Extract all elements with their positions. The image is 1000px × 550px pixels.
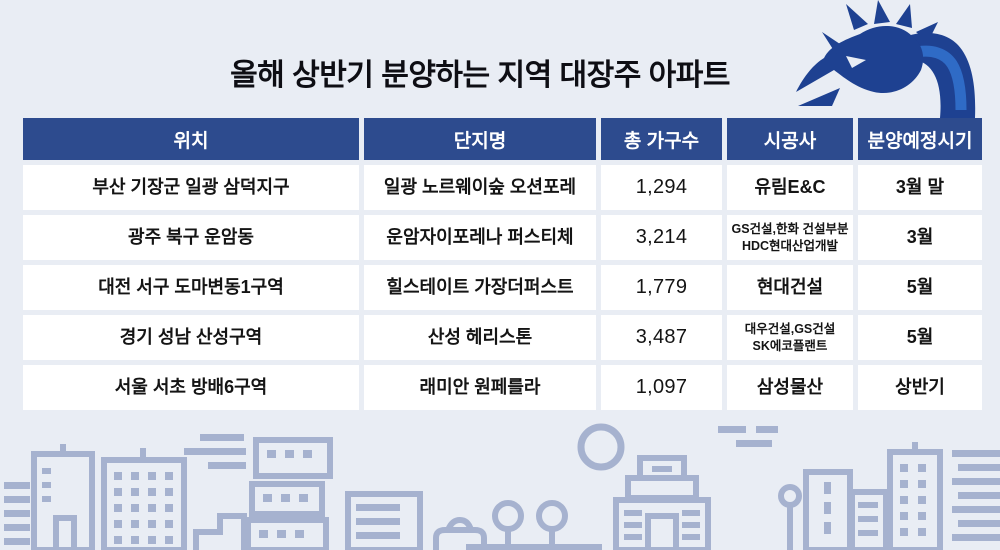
col-header-builder: 시공사 <box>727 118 853 160</box>
cell-builder: 유림E&C <box>727 165 853 210</box>
city-skyline-icon <box>4 423 1000 550</box>
apartment-table: 위치 단지명 총 가구수 시공사 분양예정시기 부산 기장군 일광 삼덕지구 일… <box>23 118 982 410</box>
cell-schedule: 상반기 <box>858 365 982 410</box>
cell-location: 대전 서구 도마변동1구역 <box>23 265 359 310</box>
cell-location: 서울 서초 방배6구역 <box>23 365 359 410</box>
cell-complex: 래미안 원페를라 <box>364 365 596 410</box>
page-title: 올해 상반기 분양하는 지역 대장주 아파트 <box>230 59 730 92</box>
cell-complex: 산성 헤리스톤 <box>364 315 596 360</box>
cell-households: 3,487 <box>601 315 722 360</box>
cell-schedule: 5월 <box>858 315 982 360</box>
dragon-icon <box>796 0 976 118</box>
cell-complex: 운암자이포레나 퍼스티체 <box>364 215 596 260</box>
cell-location: 경기 성남 산성구역 <box>23 315 359 360</box>
cell-builder: 대우건설,GS건설 SK에코플랜트 <box>727 315 853 360</box>
cell-builder: 현대건설 <box>727 265 853 310</box>
cell-builder: GS건설,한화 건설부분 HDC현대산업개발 <box>727 215 853 260</box>
cell-builder: 삼성물산 <box>727 365 853 410</box>
cell-complex: 일광 노르웨이숲 오션포레 <box>364 165 596 210</box>
col-header-location: 위치 <box>23 118 359 160</box>
cell-location: 부산 기장군 일광 삼덕지구 <box>23 165 359 210</box>
cell-location: 광주 북구 운암동 <box>23 215 359 260</box>
col-header-schedule: 분양예정시기 <box>858 118 982 160</box>
col-header-complex: 단지명 <box>364 118 596 160</box>
cell-households: 3,214 <box>601 215 722 260</box>
cell-complex: 힐스테이트 가장더퍼스트 <box>364 265 596 310</box>
cell-households: 1,779 <box>601 265 722 310</box>
cell-schedule: 5월 <box>858 265 982 310</box>
cell-schedule: 3월 <box>858 215 982 260</box>
cell-households: 1,294 <box>601 165 722 210</box>
cell-schedule: 3월 말 <box>858 165 982 210</box>
col-header-households: 총 가구수 <box>601 118 722 160</box>
cell-households: 1,097 <box>601 365 722 410</box>
